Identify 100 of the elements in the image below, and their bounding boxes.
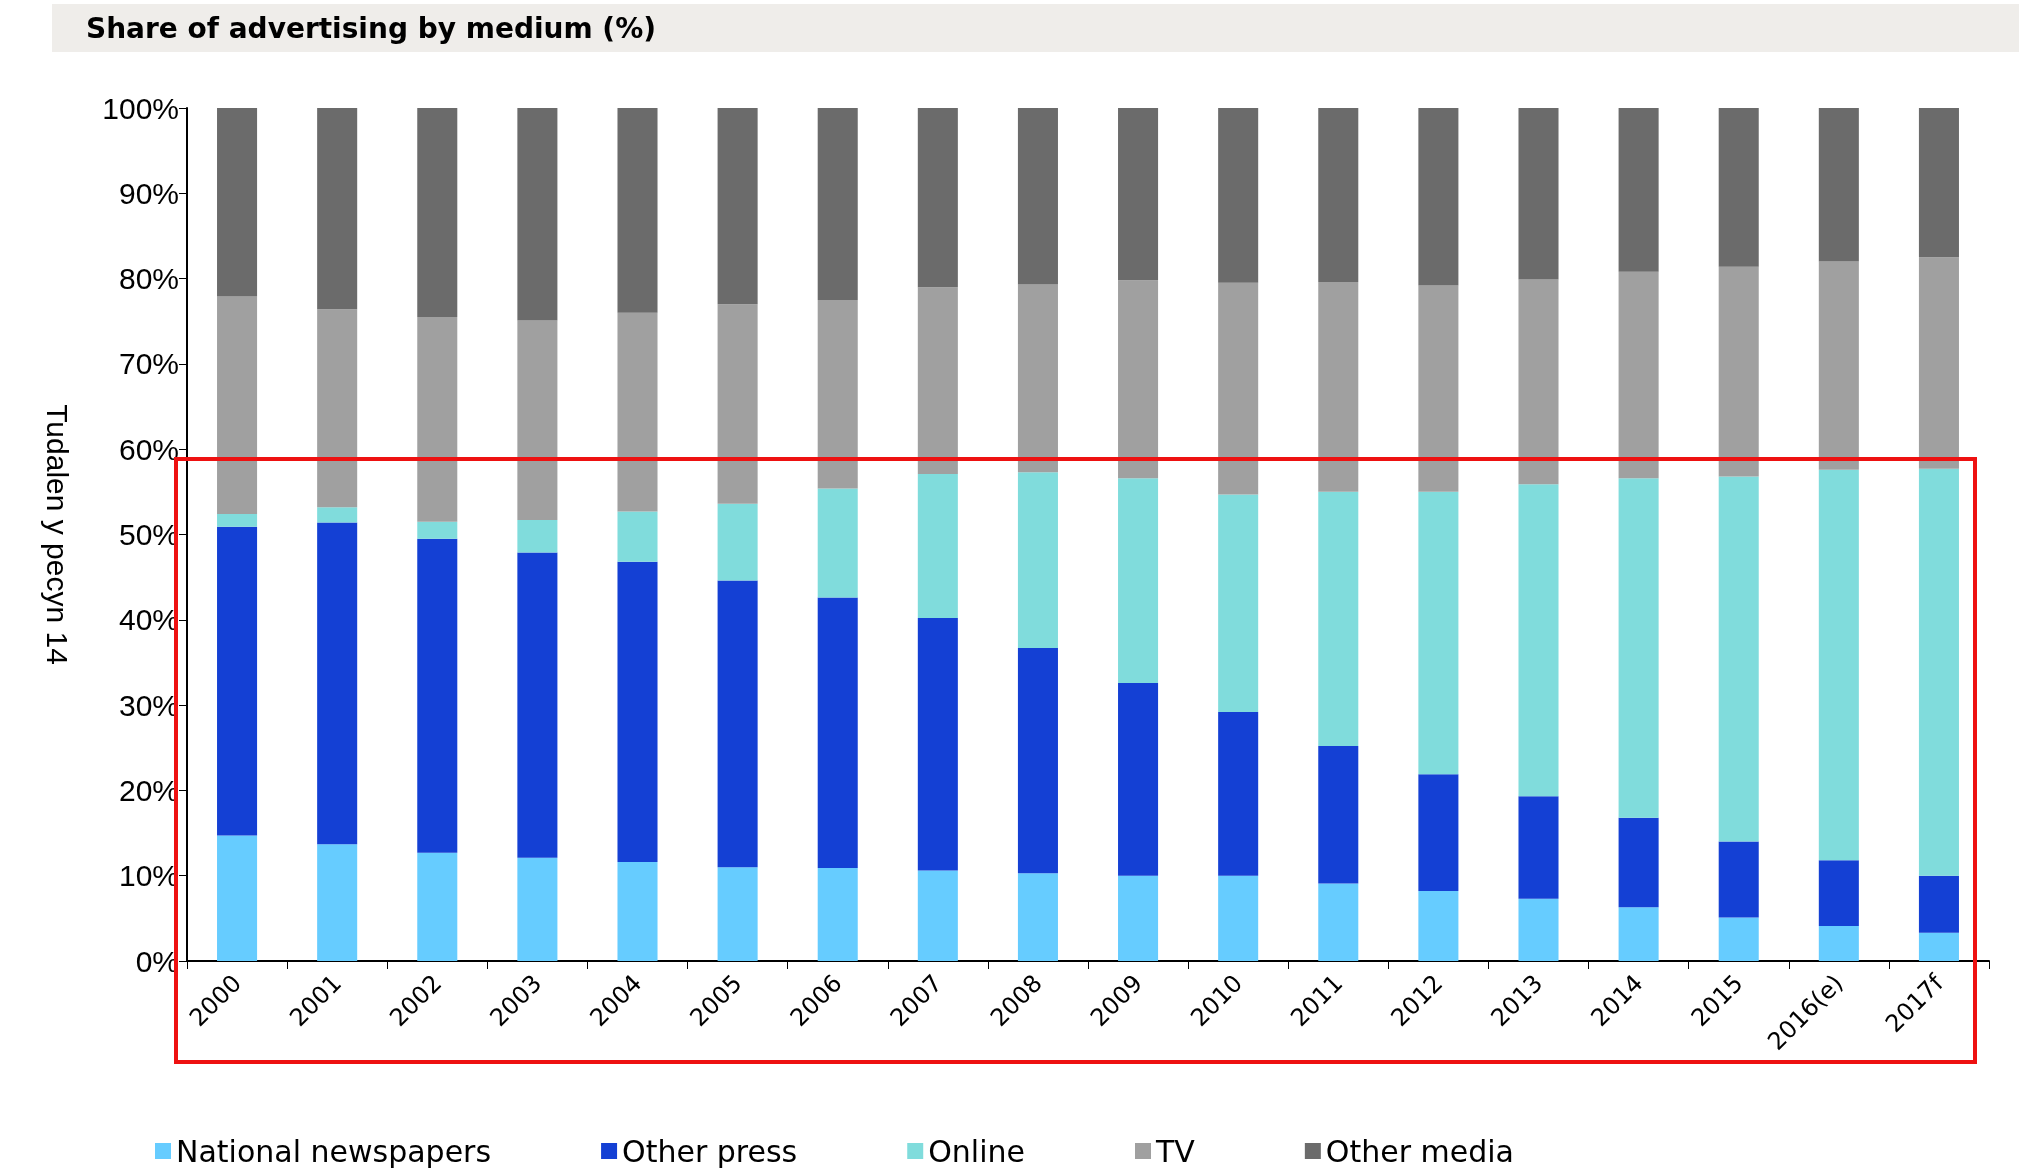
bar: [1818, 108, 1859, 262]
bar: [517, 552, 558, 858]
bar: [1118, 875, 1159, 961]
bar: [1918, 932, 1959, 961]
bar: [1518, 279, 1559, 485]
bar: [1618, 817, 1659, 908]
bar: [517, 108, 558, 321]
bar: [1017, 472, 1058, 648]
bar: [917, 870, 958, 961]
bar: [1318, 491, 1359, 747]
bar: [917, 473, 958, 619]
bar: [817, 108, 858, 300]
bar: [1017, 108, 1058, 285]
bar: [1318, 108, 1359, 283]
bar: [1518, 108, 1559, 280]
legend-label: Online: [928, 1133, 1026, 1169]
bar: [317, 108, 358, 310]
bar: [817, 597, 858, 869]
bar: [1017, 647, 1058, 874]
bar: [217, 835, 258, 961]
bar: [617, 312, 658, 512]
bar: [517, 857, 558, 961]
bar: [717, 304, 758, 504]
bar: [717, 503, 758, 581]
bar: [1118, 280, 1159, 479]
bar: [517, 520, 558, 553]
bar: [917, 618, 958, 871]
bar: [817, 868, 858, 961]
y-axis-title: Tudalen y pecyn 14: [40, 404, 74, 665]
bar: [217, 514, 258, 527]
bar: [317, 309, 358, 508]
bar: [1818, 261, 1859, 470]
y-tick-label: 60%: [118, 432, 179, 466]
bar: [417, 316, 458, 522]
bar: [517, 320, 558, 520]
bar: [1318, 746, 1359, 884]
bar: [1118, 478, 1159, 683]
bar: [717, 108, 758, 305]
bar: [1818, 860, 1859, 927]
bar: [1218, 108, 1259, 283]
legend-label: TV: [1154, 1133, 1196, 1169]
bar: [1218, 875, 1259, 961]
bar: [1718, 108, 1759, 267]
bar: [417, 521, 458, 539]
bar: [1718, 266, 1759, 477]
bar: [1218, 282, 1259, 495]
bar: [1318, 282, 1359, 492]
bar: [1918, 468, 1959, 876]
y-tick-label: 70%: [118, 347, 179, 381]
bar: [217, 526, 258, 836]
bar: [1518, 796, 1559, 899]
bar: [1017, 284, 1058, 473]
bar: [1718, 841, 1759, 918]
y-tick-label: 80%: [118, 262, 179, 296]
bar: [1918, 257, 1959, 469]
bar: [1618, 108, 1659, 272]
bar: [1718, 917, 1759, 961]
bar: [417, 538, 458, 853]
bar: [1218, 711, 1259, 876]
bar: [317, 522, 358, 845]
chart-title: Share of advertising by medium (%): [86, 11, 657, 45]
bar: [717, 580, 758, 868]
legend-label: Other press: [622, 1133, 798, 1169]
bar: [1017, 873, 1058, 961]
bar: [1518, 898, 1559, 961]
bar: [1718, 476, 1759, 842]
bar: [1418, 285, 1459, 492]
bar: [817, 299, 858, 489]
bar: [1618, 478, 1659, 818]
bar: [317, 507, 358, 523]
bar: [617, 862, 658, 961]
bar: [1618, 907, 1659, 961]
bar: [417, 852, 458, 961]
bar: [1418, 891, 1459, 961]
legend-label: National newspapers: [176, 1133, 492, 1169]
legend-label: Other media: [1325, 1133, 1515, 1169]
bar: [1818, 469, 1859, 861]
bar: [617, 561, 658, 863]
bar: [1618, 271, 1659, 479]
bar: [1118, 108, 1159, 281]
bar: [1418, 108, 1459, 286]
bar: [1518, 484, 1559, 797]
bar: [917, 108, 958, 288]
bar: [717, 867, 758, 961]
bar: [917, 287, 958, 474]
y-tick-label: 90%: [118, 176, 179, 210]
bar: [1318, 883, 1359, 961]
bar: [1818, 926, 1859, 961]
bar: [1918, 875, 1959, 933]
bar: [217, 108, 258, 297]
bar: [1918, 108, 1959, 258]
bar: [1218, 494, 1259, 712]
bar: [217, 296, 258, 515]
bar: [1118, 682, 1159, 876]
bar: [617, 511, 658, 562]
bar: [1418, 774, 1459, 892]
bar: [317, 844, 358, 961]
bar: [417, 108, 458, 317]
bar: [617, 108, 658, 313]
bar: [1418, 491, 1459, 775]
